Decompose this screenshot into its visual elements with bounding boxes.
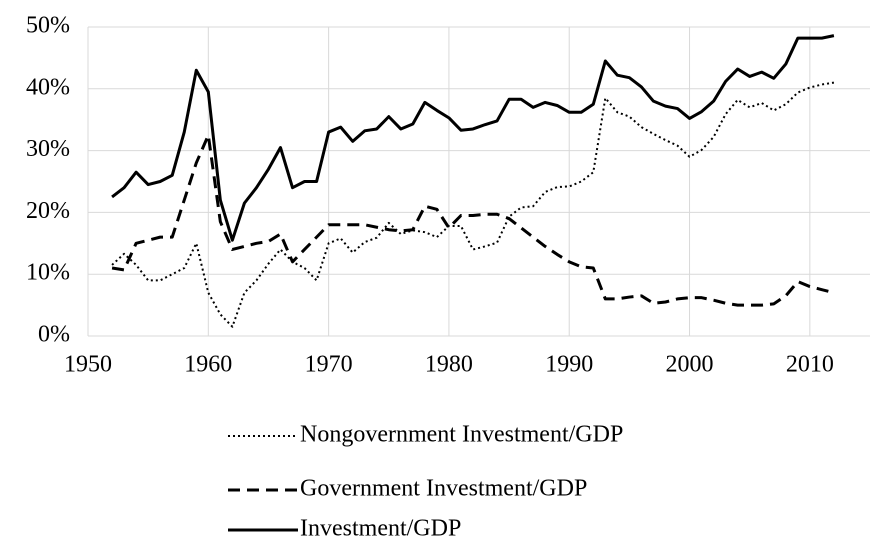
legend-label: Nongovernment Investment/GDP — [300, 422, 623, 448]
y-tick-label: 50% — [26, 13, 70, 39]
x-tick-label: 1970 — [305, 352, 353, 378]
series-line — [111, 81, 835, 328]
y-tick-label: 20% — [26, 198, 70, 224]
x-tick-label: 1950 — [64, 352, 112, 378]
series-line — [111, 34, 835, 242]
x-tick-label: 1990 — [545, 352, 593, 378]
y-tick-label: 10% — [26, 260, 70, 286]
y-tick-label: 0% — [38, 322, 70, 348]
legend-label: Investment/GDP — [300, 516, 461, 542]
x-tick-label: 2000 — [666, 352, 714, 378]
x-tick-label: 1960 — [184, 352, 232, 378]
y-tick-label: 30% — [26, 136, 70, 162]
x-tick-label: 2010 — [786, 352, 834, 378]
y-tick-label: 40% — [26, 74, 70, 100]
legend-label: Government Investment/GDP — [300, 476, 587, 502]
x-tick-label: 1980 — [425, 352, 473, 378]
series-line — [111, 133, 835, 307]
